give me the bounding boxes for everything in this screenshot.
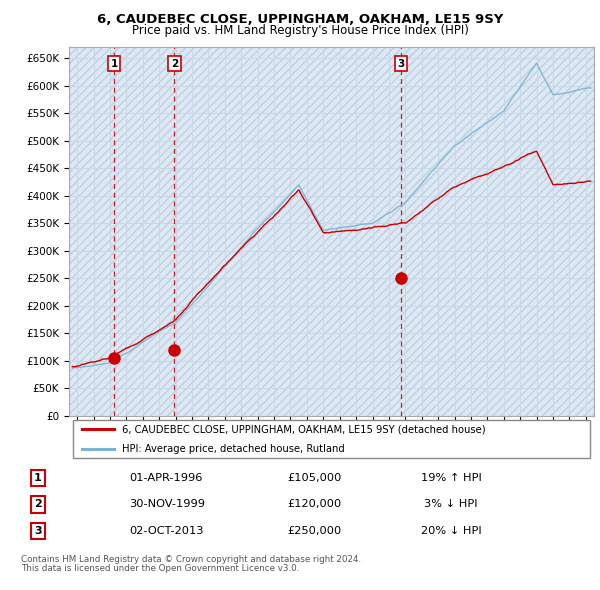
Text: Price paid vs. HM Land Registry's House Price Index (HPI): Price paid vs. HM Land Registry's House … [131, 24, 469, 37]
Text: This data is licensed under the Open Government Licence v3.0.: This data is licensed under the Open Gov… [21, 564, 299, 573]
Text: 6, CAUDEBEC CLOSE, UPPINGHAM, OAKHAM, LE15 9SY (detached house): 6, CAUDEBEC CLOSE, UPPINGHAM, OAKHAM, LE… [121, 424, 485, 434]
Text: Contains HM Land Registry data © Crown copyright and database right 2024.: Contains HM Land Registry data © Crown c… [21, 555, 361, 563]
Text: £250,000: £250,000 [287, 526, 341, 536]
Text: 30-NOV-1999: 30-NOV-1999 [129, 500, 205, 509]
Text: 1: 1 [34, 473, 42, 483]
Text: HPI: Average price, detached house, Rutland: HPI: Average price, detached house, Rutl… [121, 444, 344, 454]
Text: £120,000: £120,000 [287, 500, 341, 509]
Text: 01-APR-1996: 01-APR-1996 [129, 473, 203, 483]
Text: £105,000: £105,000 [287, 473, 341, 483]
Text: 3% ↓ HPI: 3% ↓ HPI [424, 500, 478, 509]
Text: 3: 3 [398, 59, 405, 69]
Text: 2: 2 [171, 59, 178, 69]
Text: 3: 3 [34, 526, 42, 536]
Text: 20% ↓ HPI: 20% ↓ HPI [421, 526, 482, 536]
FancyBboxPatch shape [73, 420, 590, 458]
Text: 02-OCT-2013: 02-OCT-2013 [129, 526, 203, 536]
Text: 6, CAUDEBEC CLOSE, UPPINGHAM, OAKHAM, LE15 9SY: 6, CAUDEBEC CLOSE, UPPINGHAM, OAKHAM, LE… [97, 13, 503, 26]
Text: 1: 1 [110, 59, 118, 69]
Text: 19% ↑ HPI: 19% ↑ HPI [421, 473, 482, 483]
Text: 2: 2 [34, 500, 42, 509]
